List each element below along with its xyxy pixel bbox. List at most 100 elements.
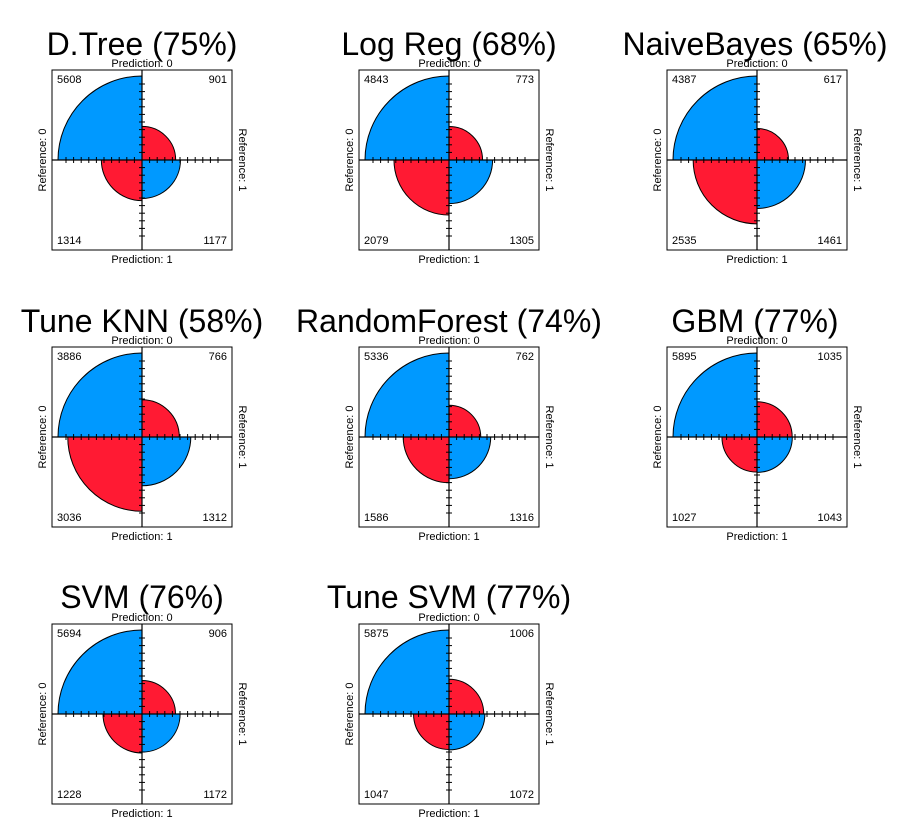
sector-top-left bbox=[57, 352, 143, 438]
label-reference-1: Reference: 1 bbox=[543, 683, 555, 746]
sector-top-right bbox=[756, 401, 793, 438]
count-top-right: 762 bbox=[516, 351, 534, 363]
sector-top-left bbox=[672, 75, 758, 161]
panel-title: D.Tree (75%) bbox=[47, 26, 238, 62]
label-prediction-1: Prediction: 1 bbox=[726, 254, 787, 266]
label-reference-1: Reference: 1 bbox=[543, 406, 555, 469]
count-bottom-left: 2535 bbox=[672, 235, 696, 247]
sector-top-right bbox=[448, 125, 484, 161]
sector-top-right bbox=[448, 678, 485, 715]
fourfold-panel: RandomForest (74%) 5336 762 1586 1316 Predict… bbox=[296, 303, 602, 543]
label-prediction-1: Prediction: 1 bbox=[418, 254, 479, 266]
label-reference-0: Reference: 0 bbox=[37, 129, 49, 192]
sector-bottom-right bbox=[141, 159, 181, 199]
count-top-left: 5875 bbox=[364, 628, 388, 640]
label-prediction-0: Prediction: 0 bbox=[726, 58, 787, 70]
count-bottom-right: 1172 bbox=[203, 789, 227, 801]
count-top-left: 4843 bbox=[364, 74, 388, 86]
sector-bottom-right bbox=[448, 159, 494, 205]
panel-title: RandomForest (74%) bbox=[296, 303, 602, 339]
label-prediction-1: Prediction: 1 bbox=[111, 531, 172, 543]
count-bottom-right: 1072 bbox=[510, 789, 534, 801]
count-bottom-left: 3036 bbox=[57, 512, 81, 524]
sector-bottom-left bbox=[413, 713, 450, 750]
label-reference-1: Reference: 1 bbox=[236, 683, 248, 746]
label-prediction-1: Prediction: 1 bbox=[726, 531, 787, 543]
sector-top-right bbox=[141, 399, 180, 438]
label-reference-0: Reference: 0 bbox=[344, 406, 356, 469]
count-top-left: 4387 bbox=[672, 74, 696, 86]
count-bottom-right: 1305 bbox=[510, 235, 534, 247]
count-top-right: 906 bbox=[209, 628, 227, 640]
count-top-left: 5895 bbox=[672, 351, 696, 363]
label-reference-0: Reference: 0 bbox=[37, 683, 49, 746]
count-bottom-left: 1027 bbox=[672, 512, 696, 524]
count-bottom-right: 1043 bbox=[818, 512, 842, 524]
count-top-right: 766 bbox=[209, 351, 227, 363]
count-bottom-left: 1228 bbox=[57, 789, 81, 801]
count-bottom-right: 1312 bbox=[203, 512, 227, 524]
count-bottom-left: 2079 bbox=[364, 235, 388, 247]
label-reference-0: Reference: 0 bbox=[344, 129, 356, 192]
label-prediction-1: Prediction: 1 bbox=[111, 254, 172, 266]
sector-top-right bbox=[448, 404, 482, 438]
label-prediction-1: Prediction: 1 bbox=[418, 531, 479, 543]
fourfold-panel: D.Tree (75%) 5608 901 1314 1177 Prediction: 0… bbox=[37, 26, 248, 266]
sector-top-left bbox=[57, 629, 143, 715]
sector-top-left bbox=[364, 629, 450, 715]
label-prediction-1: Prediction: 1 bbox=[418, 808, 479, 820]
label-reference-1: Reference: 1 bbox=[543, 129, 555, 192]
label-reference-1: Reference: 1 bbox=[851, 406, 863, 469]
panel-title: Log Reg (68%) bbox=[341, 26, 556, 62]
label-reference-0: Reference: 0 bbox=[344, 683, 356, 746]
panel-title: SVM (76%) bbox=[60, 579, 224, 615]
count-top-left: 5608 bbox=[57, 74, 81, 86]
count-top-left: 3886 bbox=[57, 351, 81, 363]
count-bottom-left: 1586 bbox=[364, 512, 388, 524]
sector-bottom-right bbox=[756, 436, 793, 473]
label-prediction-0: Prediction: 0 bbox=[726, 335, 787, 347]
sector-top-left bbox=[364, 352, 450, 438]
sector-bottom-right bbox=[141, 713, 181, 753]
sector-top-right bbox=[756, 127, 790, 161]
count-bottom-right: 1461 bbox=[818, 235, 842, 247]
count-bottom-right: 1177 bbox=[203, 235, 227, 247]
sector-top-left bbox=[672, 352, 758, 438]
sector-top-right bbox=[141, 125, 177, 161]
label-reference-1: Reference: 1 bbox=[236, 406, 248, 469]
fourfold-panel: Tune SVM (77%) 5875 1006 1047 1072 Prediction… bbox=[327, 579, 571, 820]
sector-bottom-right bbox=[448, 713, 486, 751]
panel-title: GBM (77%) bbox=[671, 303, 838, 339]
sector-bottom-left bbox=[721, 436, 758, 473]
sector-bottom-left bbox=[402, 436, 450, 484]
count-bottom-left: 1047 bbox=[364, 789, 388, 801]
sector-bottom-right bbox=[756, 159, 806, 209]
sector-bottom-right bbox=[141, 436, 192, 487]
label-prediction-0: Prediction: 0 bbox=[111, 335, 172, 347]
count-top-left: 5336 bbox=[364, 351, 388, 363]
fourfold-panel: NaiveBayes (65%) 4387 617 2535 1461 Predictio… bbox=[623, 26, 888, 266]
count-top-right: 1006 bbox=[510, 628, 534, 640]
label-prediction-0: Prediction: 0 bbox=[111, 612, 172, 624]
sector-bottom-right bbox=[448, 436, 492, 480]
label-reference-0: Reference: 0 bbox=[37, 406, 49, 469]
fourfold-panel: Log Reg (68%) 4843 773 2079 1305 Prediction: … bbox=[341, 26, 556, 266]
label-reference-0: Reference: 0 bbox=[652, 129, 664, 192]
panel-title: NaiveBayes (65%) bbox=[623, 26, 888, 62]
label-prediction-0: Prediction: 0 bbox=[111, 58, 172, 70]
count-top-left: 5694 bbox=[57, 628, 81, 640]
fourfold-panel: Tune KNN (58%) 3886 766 3036 1312 Prediction:… bbox=[21, 303, 263, 543]
label-reference-0: Reference: 0 bbox=[652, 406, 664, 469]
count-bottom-left: 1314 bbox=[57, 235, 81, 247]
count-top-right: 773 bbox=[516, 74, 534, 86]
label-reference-1: Reference: 1 bbox=[851, 129, 863, 192]
sector-top-right bbox=[141, 679, 177, 715]
fourfold-panel: GBM (77%) 5895 1035 1027 1043 Prediction: 0 Pr… bbox=[652, 303, 863, 543]
count-top-right: 1035 bbox=[818, 351, 842, 363]
panel-title: Tune KNN (58%) bbox=[21, 303, 263, 339]
sector-top-left bbox=[364, 75, 450, 161]
sector-bottom-left bbox=[102, 713, 143, 754]
sector-top-left bbox=[57, 75, 143, 161]
sector-bottom-left bbox=[67, 436, 143, 512]
